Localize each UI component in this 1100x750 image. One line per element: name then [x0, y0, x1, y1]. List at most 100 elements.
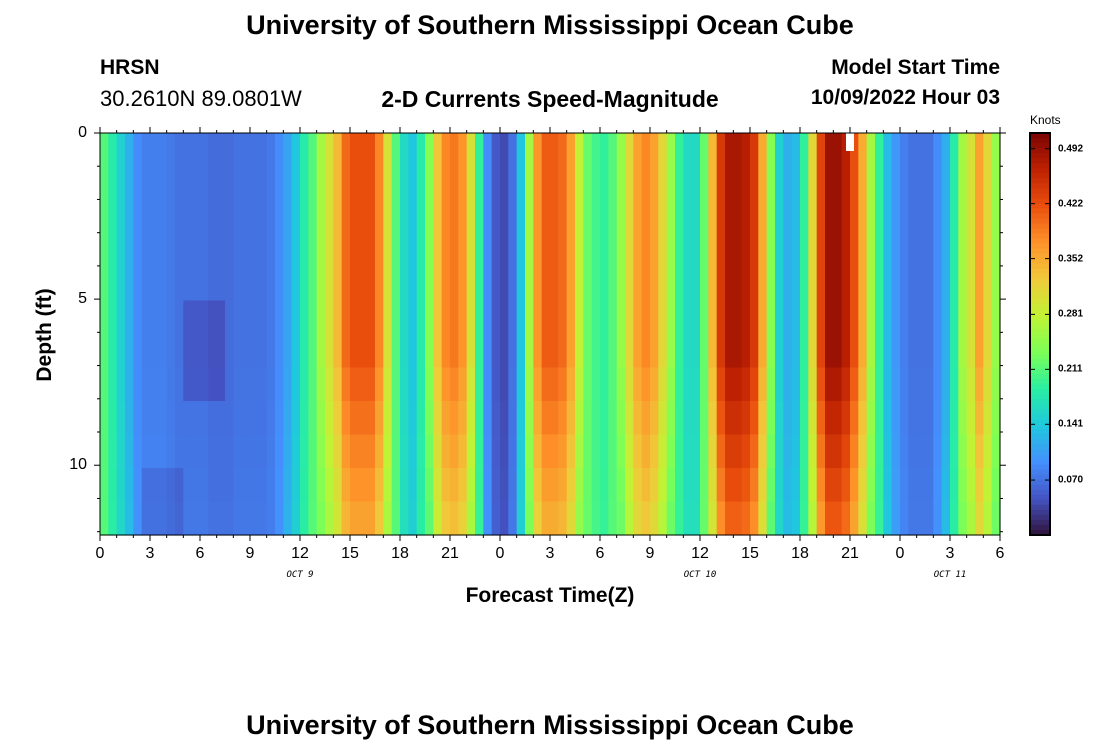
heatmap-cell	[266, 434, 276, 469]
heatmap-cell	[758, 468, 768, 503]
heatmap-cell	[925, 434, 934, 469]
heatmap-cell	[208, 200, 218, 235]
heatmap-cell	[825, 468, 834, 503]
heatmap-cell	[241, 133, 251, 168]
heatmap-cell	[541, 267, 551, 302]
heatmap-cell	[191, 334, 201, 369]
heatmap-cell	[408, 334, 418, 369]
heatmap-cell	[433, 434, 443, 469]
heatmap-cell	[800, 401, 809, 436]
heatmap-cell	[133, 200, 143, 235]
heatmap-cell	[458, 133, 468, 168]
heatmap-cell	[191, 300, 201, 335]
heatmap-cell	[341, 501, 351, 536]
heatmap-cell	[858, 300, 868, 335]
heatmap-cell	[525, 166, 534, 201]
heatmap-cell	[866, 166, 876, 201]
heatmap-cell	[216, 501, 226, 536]
heatmap-cell	[183, 200, 193, 235]
colorbar-cell	[1030, 454, 1050, 461]
heatmap-cell	[866, 434, 876, 469]
heatmap-cell	[425, 233, 434, 268]
heatmap-cell	[200, 133, 209, 168]
heatmap-cell	[250, 200, 259, 235]
heatmap-cell	[750, 267, 759, 302]
heatmap-cell	[558, 200, 568, 235]
heatmap-cell	[358, 334, 368, 369]
heatmap-cell	[425, 300, 434, 335]
heatmap-cell	[116, 200, 126, 235]
heatmap-cell	[500, 267, 509, 302]
heatmap-cell	[900, 501, 909, 536]
heatmap-cell	[733, 133, 743, 168]
heatmap-cell	[683, 468, 693, 503]
x-tick-label: 9	[645, 545, 655, 562]
heatmap-cell	[608, 501, 618, 536]
heatmap-cell	[741, 501, 751, 536]
colorbar-cell	[1030, 394, 1050, 400]
heatmap-cell	[375, 401, 384, 436]
heatmap-cell	[966, 468, 976, 503]
heatmap-cell	[958, 200, 968, 235]
heatmap-cell	[225, 501, 234, 536]
heatmap-cell	[208, 133, 218, 168]
heatmap-cell	[325, 200, 334, 235]
heatmap-cell	[633, 468, 643, 503]
heatmap-cell	[225, 434, 234, 469]
heatmap-cell	[500, 501, 509, 536]
heatmap-cell	[200, 434, 209, 469]
heatmap-cell	[758, 233, 768, 268]
heatmap-cell	[775, 267, 784, 302]
heatmap-cell	[641, 200, 651, 235]
heatmap-cell	[125, 200, 134, 235]
heatmap-cell	[783, 501, 793, 536]
heatmap-cell	[108, 401, 118, 436]
heatmap-cell	[641, 501, 651, 536]
heatmap-cell	[541, 300, 551, 335]
heatmap-cell	[241, 334, 251, 369]
heatmap-cell	[891, 300, 901, 335]
heatmap-cell	[133, 367, 143, 402]
heatmap-cell	[966, 166, 976, 201]
heatmap-cell	[266, 501, 276, 536]
heatmap-cell	[475, 334, 484, 369]
heatmap-cell	[516, 166, 526, 201]
heatmap-cell	[108, 468, 118, 503]
heatmap-cell	[958, 267, 968, 302]
heatmap-cell	[300, 133, 309, 168]
heatmap-cell	[416, 434, 426, 469]
x-tick-label: 0	[895, 545, 905, 562]
heatmap-cell	[291, 501, 301, 536]
x-tick-label: 15	[341, 545, 359, 562]
heatmap-cell	[441, 367, 451, 402]
heatmap-cell	[458, 434, 468, 469]
heatmap-cell	[500, 468, 509, 503]
heatmap-cell	[400, 501, 409, 536]
heatmap-cell	[725, 468, 734, 503]
heatmap-cell	[525, 133, 534, 168]
heatmap-cell	[933, 334, 943, 369]
heatmap-cell	[475, 468, 484, 503]
heatmap-cell	[950, 367, 959, 402]
heatmap-cell	[475, 501, 484, 536]
heatmap-cell	[750, 367, 759, 402]
heatmap-cell	[850, 267, 859, 302]
heatmap-cell	[708, 233, 718, 268]
heatmap-cell	[433, 501, 443, 536]
heatmap-cell	[416, 200, 426, 235]
heatmap-cell	[908, 200, 918, 235]
heatmap-cell	[233, 300, 243, 335]
heatmap-cell	[833, 166, 843, 201]
heatmap-cell	[266, 233, 276, 268]
heatmap-cell	[591, 501, 601, 536]
heatmap-cell	[216, 367, 226, 402]
heatmap-cell	[216, 401, 226, 436]
heatmap-cell	[300, 200, 309, 235]
heatmap-cell	[633, 133, 643, 168]
heatmap-cell	[716, 233, 726, 268]
heatmap-cell	[941, 267, 951, 302]
heatmap-cell	[758, 200, 768, 235]
heatmap-cell	[600, 367, 609, 402]
heatmap-cell	[533, 200, 543, 235]
heatmap-cell	[775, 133, 784, 168]
